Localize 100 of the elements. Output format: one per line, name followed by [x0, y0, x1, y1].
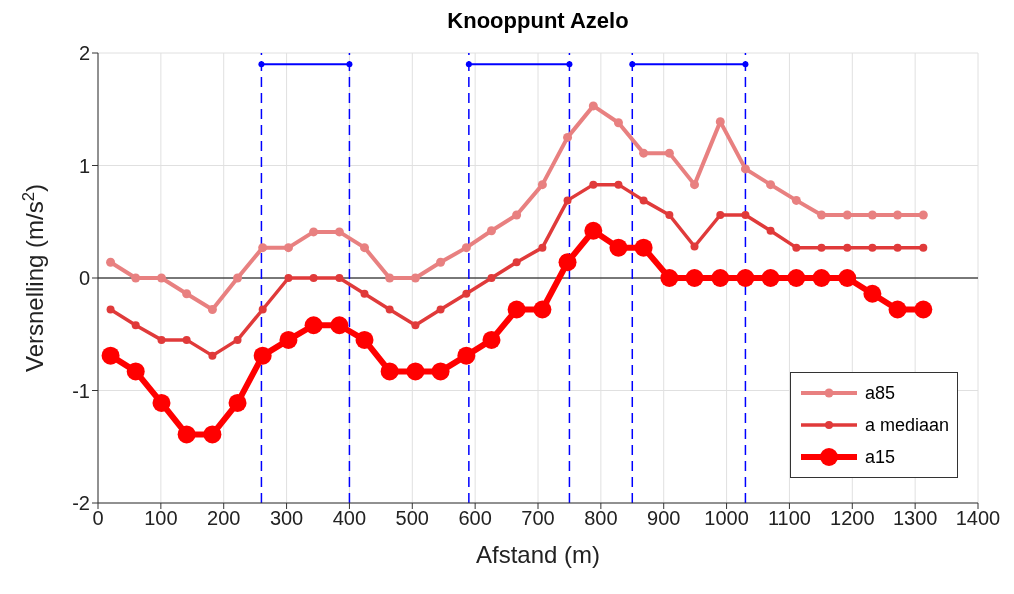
point	[690, 242, 699, 251]
point	[512, 258, 521, 267]
point	[258, 305, 267, 314]
y-tick-label: 0	[78, 267, 90, 290]
point	[385, 273, 395, 283]
y-tick-label: -2	[72, 492, 90, 515]
point	[106, 305, 115, 314]
point	[817, 243, 826, 252]
point	[537, 180, 547, 190]
point	[665, 211, 674, 219]
point	[589, 180, 598, 189]
x-tick-label: 300	[269, 507, 304, 530]
point	[538, 243, 547, 252]
x-tick-label: 1200	[830, 507, 875, 530]
point	[330, 316, 349, 335]
point	[207, 305, 217, 314]
point	[284, 274, 293, 282]
point	[406, 362, 425, 381]
y-tick-label: -1	[72, 379, 90, 402]
point	[740, 164, 750, 174]
point	[863, 284, 882, 303]
point	[380, 362, 399, 381]
point	[736, 269, 755, 287]
x-tick-label: 600	[458, 507, 492, 530]
point	[507, 300, 526, 319]
point	[533, 300, 552, 319]
point	[843, 243, 852, 252]
point	[584, 221, 603, 240]
point	[304, 316, 323, 335]
point	[660, 269, 679, 287]
point	[152, 393, 171, 412]
point	[258, 61, 265, 68]
x-tick-label: 500	[395, 507, 429, 530]
point	[842, 210, 852, 220]
point	[156, 273, 166, 283]
point	[613, 118, 623, 128]
point	[106, 257, 116, 267]
point	[253, 346, 272, 365]
point	[177, 425, 196, 444]
x-tick-label: 800	[584, 507, 618, 530]
x-tick-label: 900	[647, 507, 681, 530]
point	[360, 289, 369, 298]
point	[787, 269, 806, 287]
legend-label: a mediaan	[864, 414, 949, 436]
x-tick-label: 1000	[704, 507, 749, 530]
point	[461, 243, 471, 253]
point	[334, 227, 344, 237]
point	[690, 180, 700, 190]
point	[558, 253, 577, 272]
point	[309, 227, 319, 237]
point	[512, 210, 522, 220]
point	[228, 393, 247, 412]
point	[182, 289, 192, 299]
point	[812, 269, 831, 287]
point	[919, 243, 928, 252]
point	[816, 210, 826, 220]
point	[355, 330, 374, 349]
x-tick-label: 200	[207, 507, 241, 530]
chart-title: Knooppunt Azelo	[446, 8, 630, 35]
point	[101, 346, 120, 365]
x-tick-label: 1400	[955, 507, 1001, 530]
point	[664, 148, 674, 158]
point	[233, 335, 242, 344]
point	[465, 61, 472, 68]
legend-label: a85	[864, 382, 895, 404]
point	[346, 61, 353, 68]
y-tick-label: 1	[78, 154, 90, 177]
point	[309, 274, 318, 282]
point	[791, 195, 801, 205]
point	[410, 273, 420, 283]
point	[233, 273, 243, 283]
point	[588, 101, 598, 111]
point	[766, 180, 776, 190]
point	[283, 243, 293, 253]
point	[431, 362, 450, 381]
point	[335, 274, 344, 282]
point	[482, 330, 501, 349]
point	[258, 243, 268, 253]
point	[888, 300, 907, 319]
point	[838, 269, 857, 287]
point	[486, 226, 496, 236]
point	[436, 305, 445, 314]
x-tick-label: 100	[144, 507, 178, 530]
point	[639, 196, 648, 205]
point	[462, 289, 471, 298]
point	[385, 305, 394, 314]
point	[867, 210, 877, 220]
point	[614, 180, 623, 189]
x-tick-label: 1300	[892, 507, 938, 530]
point	[487, 274, 496, 282]
x-tick-label: 400	[332, 507, 367, 530]
x-tick-label: 700	[521, 507, 555, 530]
x-axis-title: Afstand (m)	[475, 541, 601, 568]
point	[360, 243, 370, 253]
point	[741, 211, 750, 219]
point	[766, 226, 775, 235]
point	[893, 210, 903, 220]
point	[761, 269, 780, 287]
point	[203, 425, 222, 444]
point	[411, 321, 420, 330]
